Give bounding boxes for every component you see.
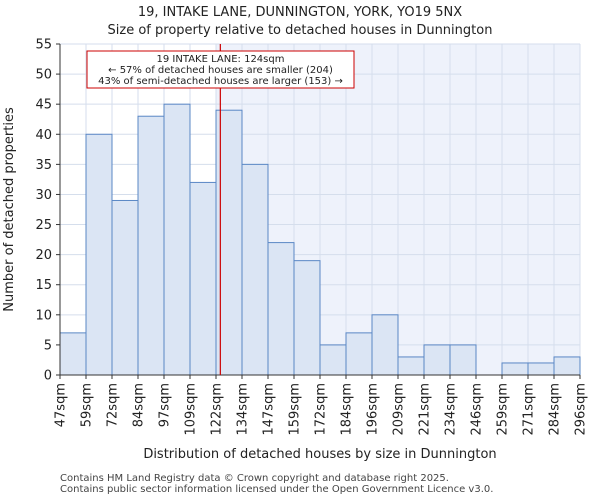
x-tick-label: 134sqm — [236, 383, 251, 436]
histogram-bar — [59, 332, 87, 376]
histogram-bar — [423, 344, 451, 376]
x-tick-label: 59sqm — [80, 383, 95, 427]
x-tick-label: 284sqm — [548, 383, 563, 436]
histogram-bar — [527, 362, 555, 376]
footer-copyright: Contains HM Land Registry data © Crown c… — [60, 473, 449, 484]
y-tick-label: 25 — [35, 218, 52, 233]
x-tick-label: 147sqm — [262, 383, 277, 436]
histogram-bar — [189, 181, 217, 376]
x-tick-label: 172sqm — [314, 383, 329, 436]
x-tick-label: 296sqm — [574, 383, 589, 436]
y-tick-label: 45 — [35, 98, 52, 113]
x-tick-label: 84sqm — [132, 383, 147, 427]
x-tick-label: 109sqm — [184, 383, 199, 436]
histogram-bar — [319, 344, 347, 376]
y-tick-label: 50 — [35, 68, 52, 83]
x-tick-label: 234sqm — [444, 383, 459, 436]
chart-title-line: 19, INTAKE LANE, DUNNINGTON, YORK, YO19 … — [138, 5, 462, 20]
annotation-line: ← 57% of detached houses are smaller (20… — [108, 65, 333, 76]
histogram-bar — [371, 314, 399, 376]
histogram-bar — [553, 356, 581, 376]
histogram-bar — [501, 362, 529, 376]
y-tick-label: 0 — [44, 369, 52, 384]
y-axis-title: Number of detached properties — [2, 107, 17, 312]
y-tick-label: 30 — [35, 188, 52, 203]
histogram-bar — [111, 199, 139, 376]
histogram-bar — [241, 163, 269, 376]
y-tick-label: 20 — [35, 248, 52, 263]
x-tick-label: 122sqm — [210, 383, 225, 436]
annotation-line: 43% of semi-detached houses are larger (… — [98, 76, 343, 87]
x-tick-label: 246sqm — [470, 383, 485, 436]
y-tick-label: 15 — [35, 278, 52, 293]
y-tick-label: 10 — [35, 308, 52, 323]
footer-licence: Contains public sector information licen… — [60, 484, 494, 495]
x-tick-label: 271sqm — [522, 383, 537, 436]
x-tick-label: 196sqm — [366, 383, 381, 436]
annotation-line: 19 INTAKE LANE: 124sqm — [157, 54, 285, 65]
x-axis-title: Distribution of detached houses by size … — [143, 447, 496, 462]
histogram-bar — [137, 115, 165, 376]
x-tick-label: 97sqm — [158, 383, 173, 427]
annotation-box — [86, 50, 355, 89]
histogram-bar — [449, 344, 477, 376]
x-tick-label: 259sqm — [496, 383, 511, 436]
histogram-bar — [345, 332, 373, 376]
histogram-bar — [267, 242, 295, 376]
x-tick-label: 209sqm — [392, 383, 407, 436]
histogram-bar — [293, 260, 321, 376]
x-tick-label: 159sqm — [288, 383, 303, 436]
chart-title-line: Size of property relative to detached ho… — [108, 23, 493, 38]
x-tick-label: 221sqm — [418, 383, 433, 436]
x-tick-label: 72sqm — [106, 383, 121, 427]
y-tick-label: 35 — [35, 158, 52, 173]
x-tick-label: 184sqm — [340, 383, 355, 436]
histogram-bar — [163, 103, 191, 376]
histogram-bar — [397, 356, 425, 376]
histogram-bar — [85, 133, 113, 376]
y-tick-label: 5 — [44, 338, 52, 353]
y-tick-label: 40 — [35, 128, 52, 143]
x-tick-label: 47sqm — [54, 383, 69, 427]
y-tick-label: 55 — [35, 38, 52, 53]
